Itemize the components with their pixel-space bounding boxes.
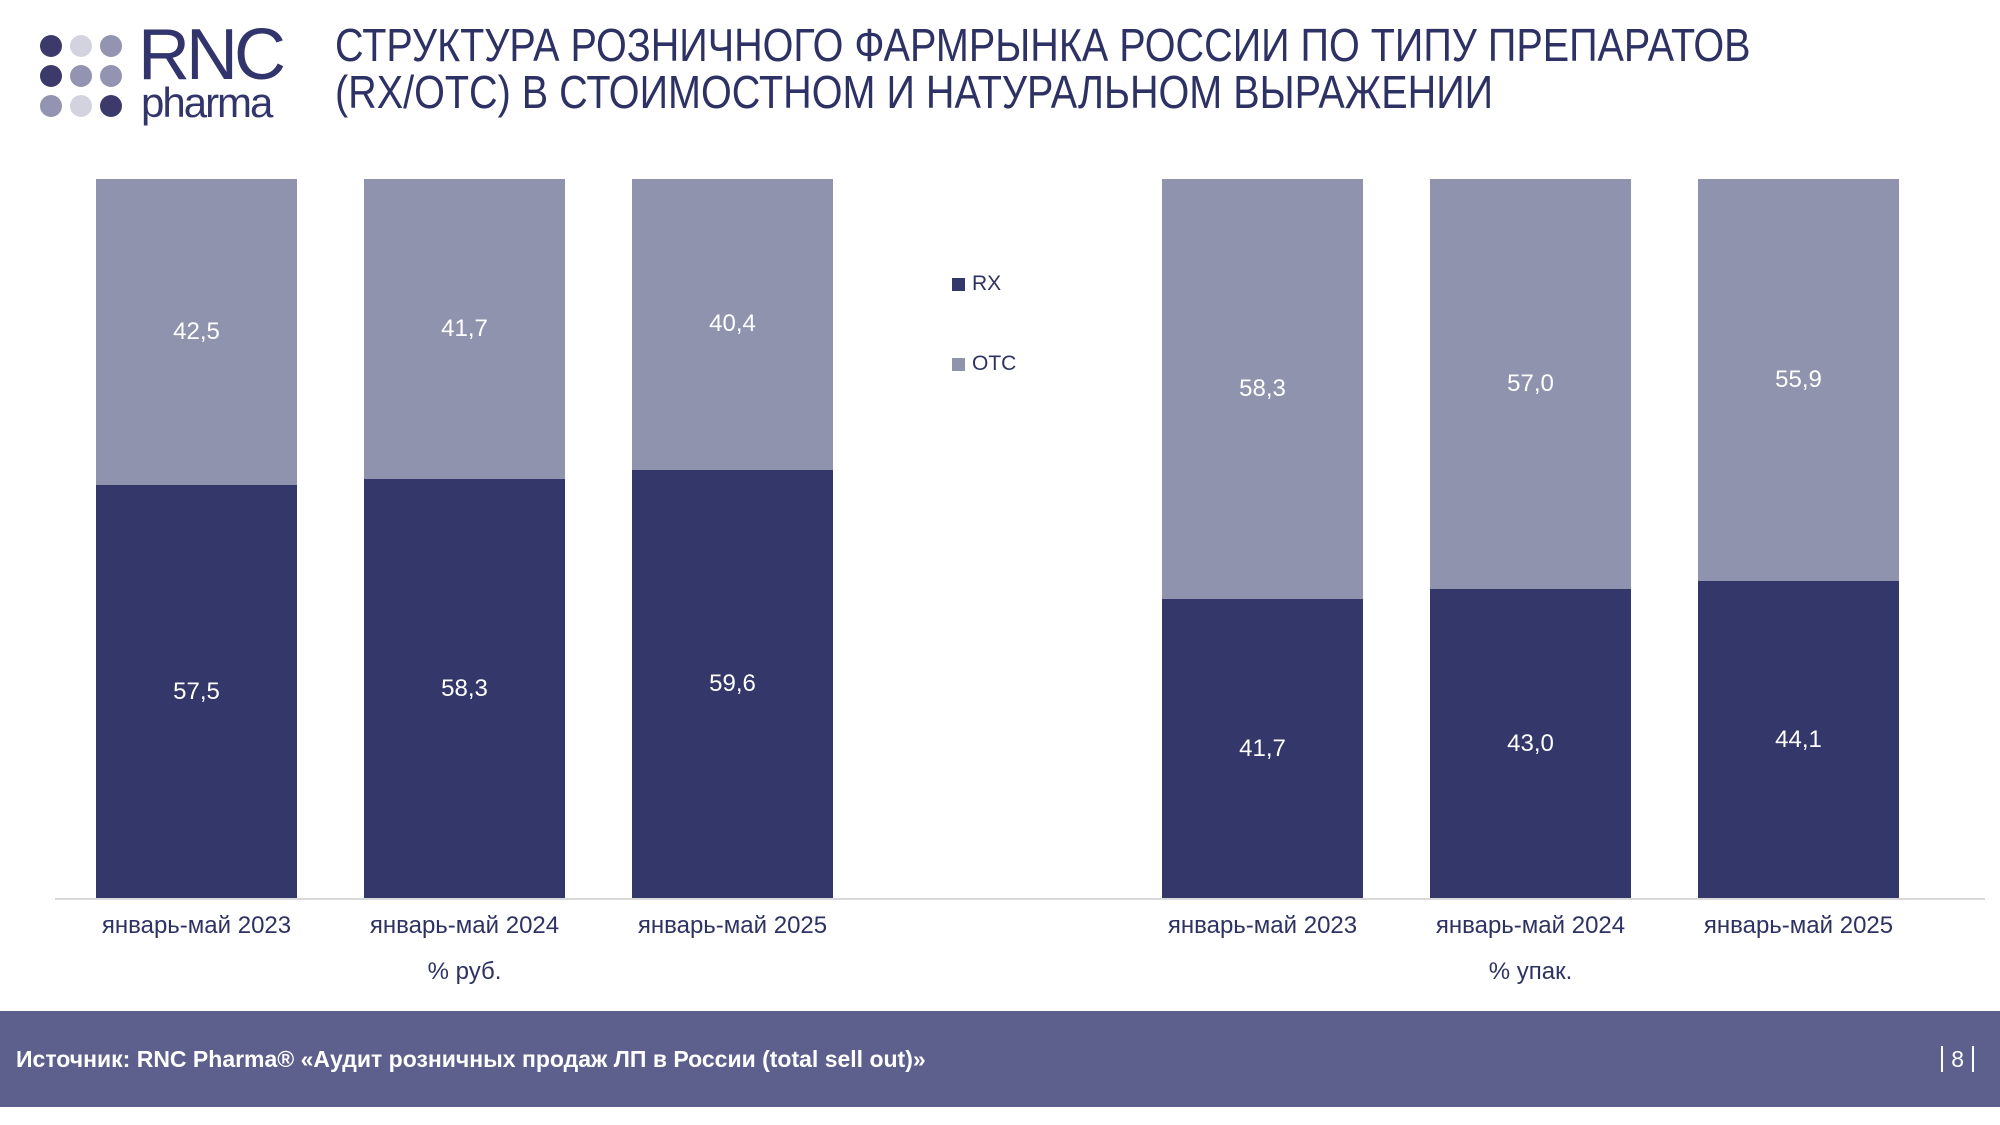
category-labels-volume: январь-май 2023 январь-май 2024 январь-май… <box>1162 912 1899 940</box>
legend: RX OTC <box>952 272 1016 376</box>
data-label: 58,3 <box>1239 374 1286 402</box>
stacked-bar: 57,0 43,0 <box>1430 179 1631 899</box>
stacked-bar: 42,5 57,5 <box>96 179 297 899</box>
segment-rx: 59,6 <box>632 469 833 899</box>
chart-value-share: 42,5 57,5 41,7 58,3 40,4 59,6 <box>96 179 833 899</box>
page-number-rule-right <box>1972 1046 1974 1072</box>
legend-item-otc: OTC <box>952 352 1016 376</box>
slide-title-line1: СТРУКТУРА РОЗНИЧНОГО ФАРМРЫНКА РОССИИ ПО… <box>335 19 1751 71</box>
data-label: 59,6 <box>709 670 756 698</box>
legend-item-rx: RX <box>952 272 1016 296</box>
segment-otc: 42,5 <box>96 179 297 485</box>
stacked-bar: 40,4 59,6 <box>632 179 833 899</box>
category-label: январь-май 2023 <box>101 912 292 939</box>
segment-rx: 57,5 <box>96 485 297 899</box>
category-label: январь-май 2024 <box>1435 912 1626 939</box>
source-note: Источник: RNC Pharma® «Аудит розничных п… <box>16 1045 926 1072</box>
logo-dot <box>100 95 122 117</box>
logo-dots <box>40 35 122 120</box>
axis-caption-rub: % руб. <box>427 958 502 985</box>
data-label: 55,9 <box>1775 366 1822 394</box>
legend-swatch-otc <box>952 357 965 371</box>
data-label: 57,0 <box>1507 370 1554 398</box>
segment-otc: 41,7 <box>364 179 565 480</box>
logo-text: RNC pharma <box>138 15 286 126</box>
stacked-bar: 58,3 41,7 <box>1162 179 1363 899</box>
data-label: 41,7 <box>1239 734 1286 762</box>
data-label: 43,0 <box>1507 730 1554 758</box>
data-label: 40,4 <box>709 310 756 338</box>
data-label: 42,5 <box>173 318 220 345</box>
segment-otc: 58,3 <box>1162 179 1363 599</box>
logo-dot <box>40 35 62 57</box>
slide-title-line2: (RX/OTC) В СТОИМОСТНОМ И НАТУРАЛЬНОМ ВЫР… <box>335 66 1494 118</box>
logo-dot <box>40 65 62 87</box>
segment-otc: 55,9 <box>1698 179 1899 582</box>
logo-dot <box>40 95 62 117</box>
page-number-rule-left <box>1941 1046 1944 1072</box>
legend-swatch-rx <box>952 277 965 291</box>
x-axis-line <box>55 898 1985 900</box>
rnc-pharma-logo: RNC pharma <box>40 19 286 124</box>
page-number: 8 <box>1941 1046 1974 1073</box>
segment-otc: 57,0 <box>1430 179 1631 590</box>
logo-brand: RNC <box>138 15 286 95</box>
data-label: 44,1 <box>1775 726 1822 754</box>
logo-dot <box>70 95 92 117</box>
logo-dot <box>100 65 122 87</box>
logo-dot <box>100 35 122 57</box>
legend-label-otc: OTC <box>972 352 1017 375</box>
segment-rx: 58,3 <box>364 479 565 899</box>
logo-sub: pharma <box>141 79 273 126</box>
segment-rx: 43,0 <box>1430 589 1631 899</box>
segment-otc: 40,4 <box>632 179 833 470</box>
category-label: январь-май 2025 <box>637 912 828 939</box>
logo-dot <box>70 65 92 87</box>
legend-label-rx: RX <box>972 272 1002 295</box>
category-label: январь-май 2025 <box>1703 912 1894 939</box>
category-labels-value: январь-май 2023 январь-май 2024 январь-май… <box>96 912 833 940</box>
segment-rx: 44,1 <box>1698 581 1899 899</box>
stacked-bar: 55,9 44,1 <box>1698 179 1899 899</box>
category-label: январь-май 2024 <box>369 912 560 939</box>
data-label: 58,3 <box>441 675 488 703</box>
data-label: 41,7 <box>441 315 488 343</box>
data-label: 57,5 <box>173 678 220 705</box>
chart-volume-share: 58,3 41,7 57,0 43,0 55,9 44,1 <box>1162 179 1899 899</box>
footer-bar: Источник: RNC Pharma® «Аудит розничных п… <box>0 1011 2000 1107</box>
slide-title: СТРУКТУРА РОЗНИЧНОГО ФАРМРЫНКА РОССИИ ПО… <box>335 22 1751 116</box>
segment-rx: 41,7 <box>1162 598 1363 899</box>
logo-dot <box>70 35 92 57</box>
stacked-bar: 41,7 58,3 <box>364 179 565 899</box>
axis-caption-pack: % упак. <box>1488 958 1573 985</box>
category-label: январь-май 2023 <box>1167 912 1358 939</box>
page-number-value: 8 <box>1951 1045 1964 1072</box>
